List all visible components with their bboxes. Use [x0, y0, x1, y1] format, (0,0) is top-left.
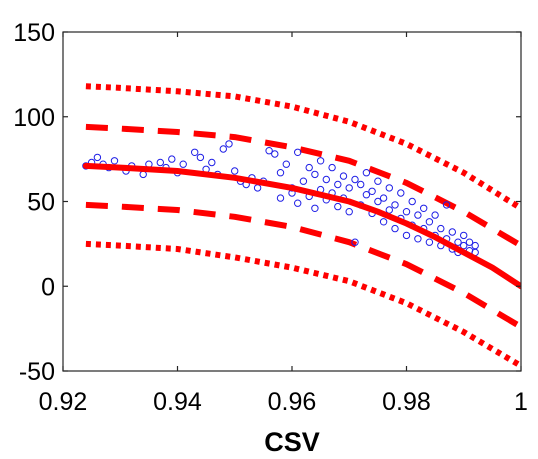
scatter-point — [357, 180, 365, 189]
scatter-point — [322, 175, 330, 184]
scatter-point — [414, 211, 422, 219]
scatter-point — [448, 228, 456, 236]
scatter-point — [379, 218, 388, 226]
y-tick-label: 100 — [13, 104, 55, 132]
scatter-point — [391, 224, 399, 233]
scatter-point — [231, 167, 239, 175]
scatter-point — [328, 163, 336, 172]
scatter-point — [345, 184, 353, 192]
scatter-point — [431, 211, 439, 219]
scatter-point — [179, 160, 187, 168]
y-tick-label: 0 — [41, 273, 55, 301]
y-axis-ticks: -50 0 50 100 150 — [13, 19, 521, 386]
scatter-point — [299, 177, 308, 185]
scatter-point — [425, 218, 434, 226]
scatter-point — [368, 187, 376, 196]
scatter-point — [316, 157, 325, 165]
scatter-point — [420, 204, 428, 213]
scatter-point — [471, 241, 479, 250]
scatter-point — [191, 148, 199, 157]
scatter-point — [402, 231, 411, 240]
scatter-point — [362, 191, 371, 199]
scatter-point — [282, 160, 290, 168]
y-tick-label: -50 — [19, 358, 55, 386]
x-tick-label: 0.98 — [382, 388, 431, 416]
x-tick-label: 0.92 — [39, 388, 88, 416]
dotted-bound-line-3 — [85, 240, 521, 369]
scatter-point — [374, 197, 382, 206]
scatter-point — [402, 208, 411, 216]
x-tick-label: 1 — [514, 388, 528, 416]
scatter-point — [362, 169, 371, 177]
scatter-point — [391, 201, 399, 209]
scatter-point — [265, 147, 273, 155]
scatter-point — [385, 184, 393, 192]
scatter-point — [110, 157, 119, 165]
x-tick-label: 0.96 — [268, 388, 317, 416]
scatter-point — [345, 208, 353, 216]
scatter-point — [156, 158, 165, 167]
y-tick-label: 50 — [27, 189, 55, 217]
scatter-point — [334, 202, 342, 211]
scatter-point — [374, 177, 382, 185]
scatter-point — [397, 189, 405, 197]
scatter-point — [437, 224, 445, 233]
scatter-point — [465, 238, 474, 246]
scatter-point — [425, 238, 434, 246]
scatter-point — [276, 194, 285, 202]
scatter-point — [454, 238, 462, 246]
plot-background — [63, 32, 521, 371]
scatter-point — [339, 172, 348, 180]
y-tick-label: 150 — [13, 19, 55, 47]
scatter-point — [294, 148, 302, 157]
scatter-point — [294, 199, 302, 207]
scatter-point — [305, 163, 313, 172]
scatter-point — [460, 241, 468, 250]
scatter-point — [219, 145, 228, 153]
scatter-point — [408, 197, 416, 206]
scatter-point — [196, 153, 205, 162]
dotted-bound-line-2 — [85, 83, 521, 211]
plot-area — [82, 83, 521, 369]
scatter-point — [351, 238, 359, 246]
x-axis-ticks: 0.92 0.94 0.96 0.98 1 — [39, 32, 528, 416]
scatter-point — [379, 194, 388, 202]
scatter-point — [208, 158, 216, 167]
scatter-point — [414, 235, 422, 243]
dashed-bound-line-1 — [85, 201, 521, 330]
scatter-point — [276, 169, 285, 177]
scatter-point — [225, 140, 233, 148]
x-axis-title: CSV — [264, 427, 320, 457]
scatter-point — [311, 170, 319, 179]
scatter-point — [460, 231, 468, 240]
scatter-point — [168, 155, 176, 163]
scatter-point — [334, 180, 342, 189]
fit-curve-line — [82, 162, 521, 290]
x-tick-label: 0.94 — [153, 388, 202, 416]
scatter-point — [271, 150, 279, 158]
scatter-point — [351, 175, 359, 184]
scatter-point — [311, 204, 319, 213]
scatter-point — [442, 201, 451, 209]
scatter-point — [93, 153, 102, 162]
